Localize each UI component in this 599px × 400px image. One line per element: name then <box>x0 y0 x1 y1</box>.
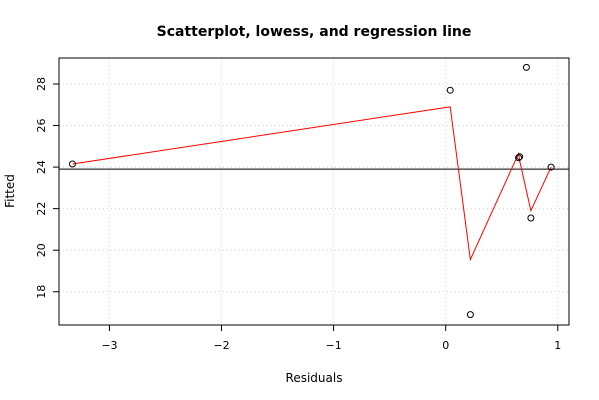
data-point <box>547 163 555 171</box>
data-point <box>466 311 474 319</box>
x-tick-label: −3 <box>101 339 117 352</box>
data-point <box>446 86 454 94</box>
chart-title: Scatterplot, lowess, and regression line <box>157 24 472 40</box>
data-point <box>68 160 76 168</box>
y-tick-label: 20 <box>35 243 48 257</box>
y-tick-label: 18 <box>35 285 48 299</box>
data-points <box>68 63 555 319</box>
y-tick-label: 26 <box>35 119 48 133</box>
y-axis-label: Fitted <box>3 174 17 208</box>
lowess-line <box>72 106 552 262</box>
y-axis: 18 20 22 24 26 28 <box>35 77 59 299</box>
y-tick-label: 28 <box>35 77 48 91</box>
data-point <box>527 214 535 222</box>
y-tick-label: 24 <box>35 160 48 174</box>
x-tick-label: 0 <box>442 339 449 352</box>
x-tick-label: −2 <box>213 339 229 352</box>
x-axis: −3 −2 −1 0 1 <box>101 325 561 352</box>
grid <box>59 58 569 325</box>
x-axis-label: Residuals <box>286 371 343 385</box>
data-point <box>515 154 523 162</box>
plot-area-border <box>58 57 570 326</box>
x-tick-label: −1 <box>326 339 342 352</box>
data-point <box>522 63 530 71</box>
lowess-line-layer <box>72 106 552 262</box>
y-tick-label: 22 <box>35 202 48 216</box>
data-point <box>516 153 524 161</box>
x-tick-label: 1 <box>554 339 561 352</box>
